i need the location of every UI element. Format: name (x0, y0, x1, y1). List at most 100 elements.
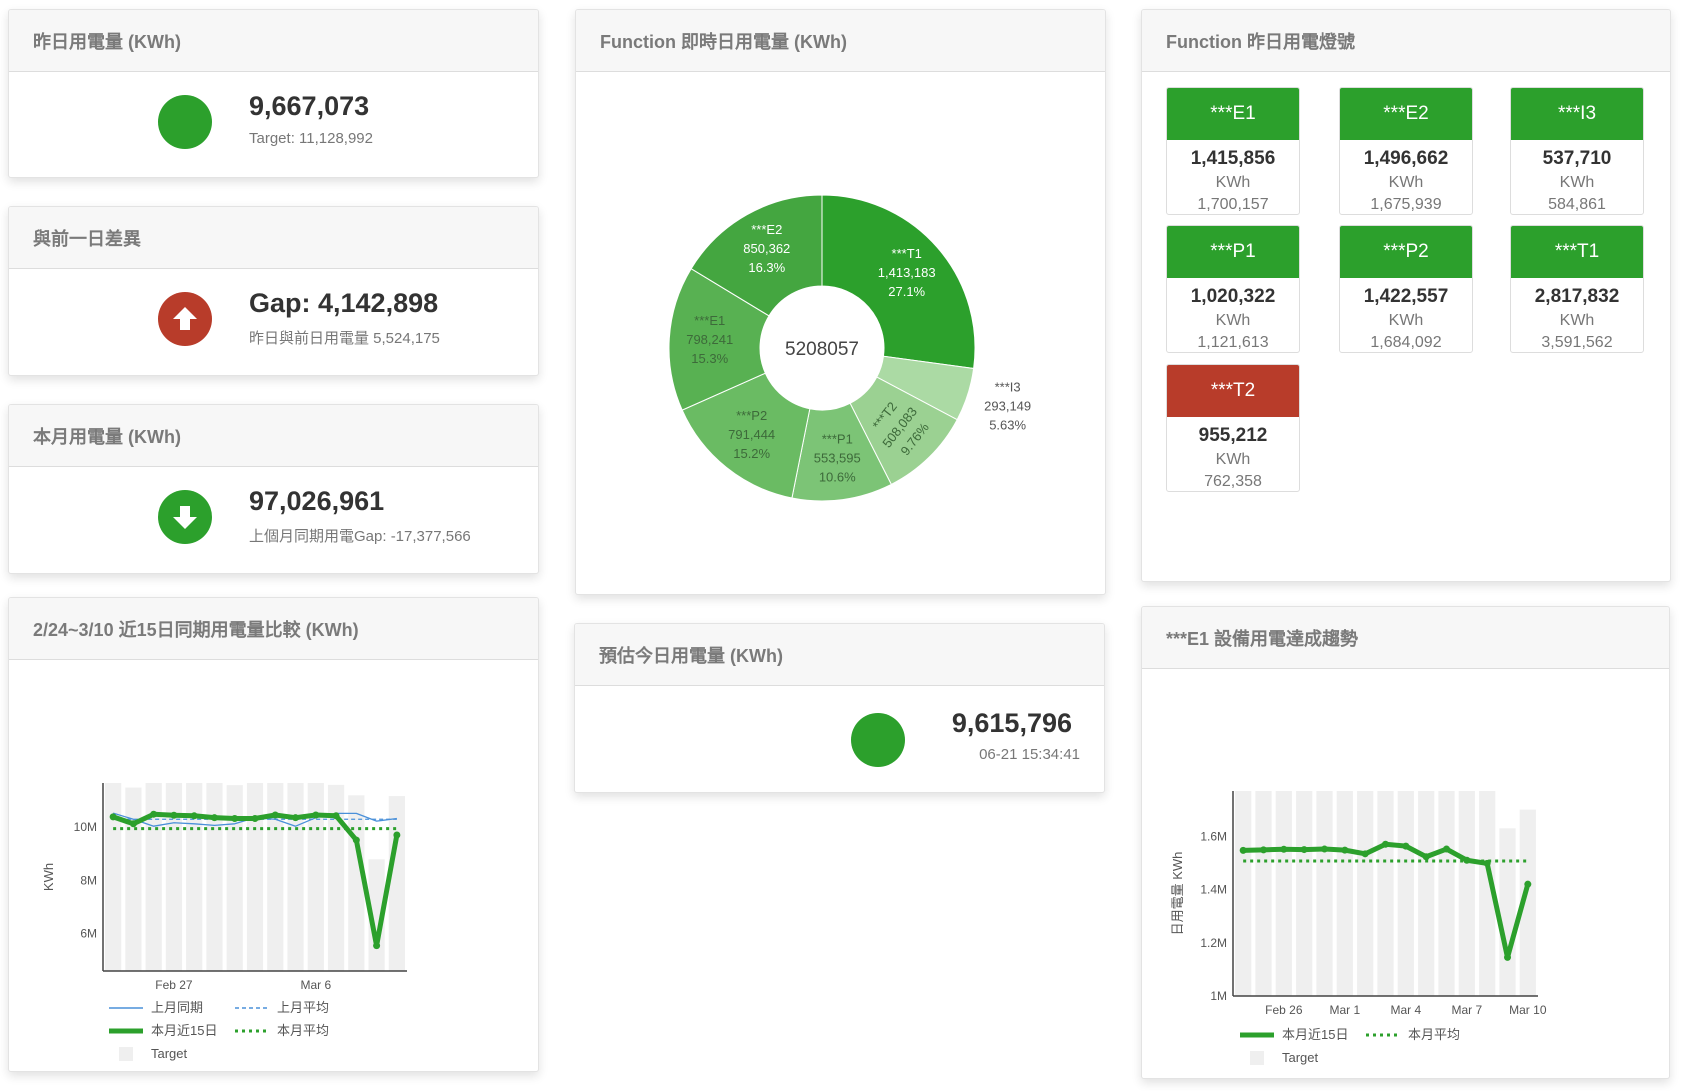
light-target: 1,684,092 (1370, 334, 1442, 351)
y-tick-label: 1.4M (1200, 883, 1227, 897)
target-bar (1357, 791, 1374, 996)
light-target: 584,861 (1548, 196, 1606, 213)
x-tick-label: Mar 10 (1509, 1003, 1547, 1017)
light-unit: KWh (1215, 312, 1251, 329)
pie-label-text: ***T1 (892, 246, 922, 261)
target-bar (1499, 828, 1516, 996)
target-bar (1397, 791, 1414, 996)
light-card-p2[interactable]: ***P2 1,422,557 KWh 1,684,092 (1339, 225, 1473, 353)
y-tick-label: 1M (1210, 989, 1227, 1003)
light-header: ***T2 (1167, 365, 1299, 417)
data-point (150, 810, 158, 818)
light-card-p1[interactable]: ***P1 1,020,322 KWh 1,121,613 (1166, 225, 1300, 353)
panel-title: 昨日用電量 (KWh) (9, 10, 538, 72)
data-point (1504, 953, 1511, 961)
month-usage-panel: 本月用電量 (KWh) 97,026,961 上個月同期用電Gap: -17,3… (8, 404, 539, 574)
panel-title: 與前一日差異 (9, 207, 538, 269)
target-bar (287, 783, 304, 971)
pie-slice (668, 268, 770, 411)
data-point (1463, 856, 1471, 864)
target-bar (267, 783, 284, 971)
y-axis-title: KWh (41, 863, 56, 891)
light-unit: KWh (1388, 312, 1424, 329)
light-card-i3[interactable]: ***I3 537,710 KWh 584,861 (1510, 87, 1644, 215)
light-unit: KWh (1215, 174, 1251, 191)
target-bar (348, 795, 365, 971)
data-point (1483, 859, 1491, 867)
pie-label-text: 553,595 (814, 450, 861, 465)
target-bar (388, 796, 405, 971)
target-bar (307, 783, 324, 971)
target-bar (1255, 791, 1272, 996)
pie-slice (690, 194, 823, 317)
target-bar (1235, 791, 1252, 996)
target-bar (1377, 791, 1394, 996)
light-value: 537,710 (1542, 148, 1612, 169)
data-point (352, 836, 360, 844)
light-target: 3,591,562 (1541, 334, 1613, 351)
status-circle-green-icon (158, 95, 212, 149)
target-bar (165, 783, 183, 971)
pie-label: ***I3 293,149 5.63% (984, 380, 1031, 433)
day-difference-panel: 與前一日差異 Gap: 4,142,898 昨日與前日用電量 5,524,175 (8, 206, 539, 376)
light-card-e2[interactable]: ***E2 1,496,662 KWh 1,675,939 (1339, 87, 1473, 215)
target-bar (186, 783, 203, 971)
light-value: 2,817,832 (1534, 286, 1620, 307)
light-card-e1[interactable]: ***E1 1,415,856 KWh 1,700,157 (1166, 87, 1300, 215)
panel-title: Function 昨日用電燈號 (1142, 10, 1670, 72)
light-value: 1,415,856 (1190, 148, 1276, 169)
pie-slice (821, 194, 976, 370)
target-bar (1438, 791, 1455, 996)
legend-label: 本月近15日 (1282, 1027, 1348, 1042)
e1-trend-chart: 1M 1.2M 1.4M 1.6M Feb 26 Mar 1 Mar 4 Mar 7 Mar 1… (1170, 791, 1547, 1065)
compare-chart-panel: 2/24~3/10 近15日同期用電量比較 (KWh) 6M 8M 10M Feb 2… (8, 597, 539, 1072)
panel-title: 本月用電量 (KWh) (9, 405, 538, 467)
pie-label-text: ***P1 (822, 431, 853, 446)
legend-label: 本月平均 (1408, 1027, 1460, 1042)
light-value: 955,212 (1198, 425, 1268, 446)
target-bar (226, 785, 243, 971)
data-point (109, 813, 117, 821)
target-bar (1316, 791, 1333, 996)
light-target: 1,121,613 (1197, 334, 1269, 351)
target-bar (246, 783, 264, 971)
estimate-time: 06-21 15:34:41 (979, 746, 1080, 763)
panel-title: 預估今日用電量 (KWh) (575, 624, 1104, 686)
target-bar (105, 783, 122, 971)
pie-label: ***P2 791,444 15.2% (728, 408, 775, 461)
pie-label-text: 15.3% (691, 351, 728, 366)
light-card-t1[interactable]: ***T1 2,817,832 KWh 3,591,562 (1510, 225, 1644, 353)
legend-label: Target (1282, 1050, 1319, 1065)
pie-label-text: 16.3% (748, 260, 785, 275)
yesterday-target: Target: 11,128,992 (249, 130, 373, 147)
light-unit: KWh (1388, 174, 1424, 191)
target-bar (1336, 791, 1353, 996)
legend-label: Target (151, 1046, 188, 1061)
function-lights-panel: Function 昨日用電燈號 ***E1 1,415,856 KWh 1,70… (1141, 9, 1671, 582)
x-tick-label: Mar 1 (1329, 1003, 1360, 1017)
estimate-panel: 預估今日用電量 (KWh) 9,615,796 06-21 15:34:41 (574, 623, 1105, 793)
target-bar (368, 859, 385, 971)
data-point (1382, 840, 1389, 848)
arrow-down-circle-icon (158, 490, 212, 544)
x-tick-label: Mar 7 (1451, 1003, 1482, 1017)
light-card-t2[interactable]: ***T2 955,212 KWh 762,358 (1166, 364, 1300, 492)
pie-label: ***P1 553,595 10.6% (814, 431, 861, 484)
pie-label-text: ***E2 (751, 222, 782, 237)
y-tick-label: 1.6M (1200, 829, 1227, 843)
data-point (1239, 846, 1247, 854)
light-target: 1,675,939 (1370, 196, 1442, 213)
light-header: ***E2 (1340, 88, 1472, 140)
data-point (190, 812, 198, 820)
data-point (332, 812, 340, 820)
data-point (1402, 842, 1410, 850)
e1-trend-panel: ***E1 設備用電達成趨勢 1M 1.2M 1.4M 1.6M Feb 26 Mar 1… (1141, 606, 1670, 1079)
pie-label-text: ***P2 (736, 408, 767, 423)
pie-label-text: ***E1 (694, 313, 725, 328)
light-unit: KWh (1559, 312, 1595, 329)
data-point (129, 820, 137, 828)
y-tick-label: 1.2M (1200, 936, 1227, 950)
data-point (1280, 845, 1288, 853)
target-bar (1479, 791, 1496, 996)
light-header: ***I3 (1511, 88, 1643, 140)
